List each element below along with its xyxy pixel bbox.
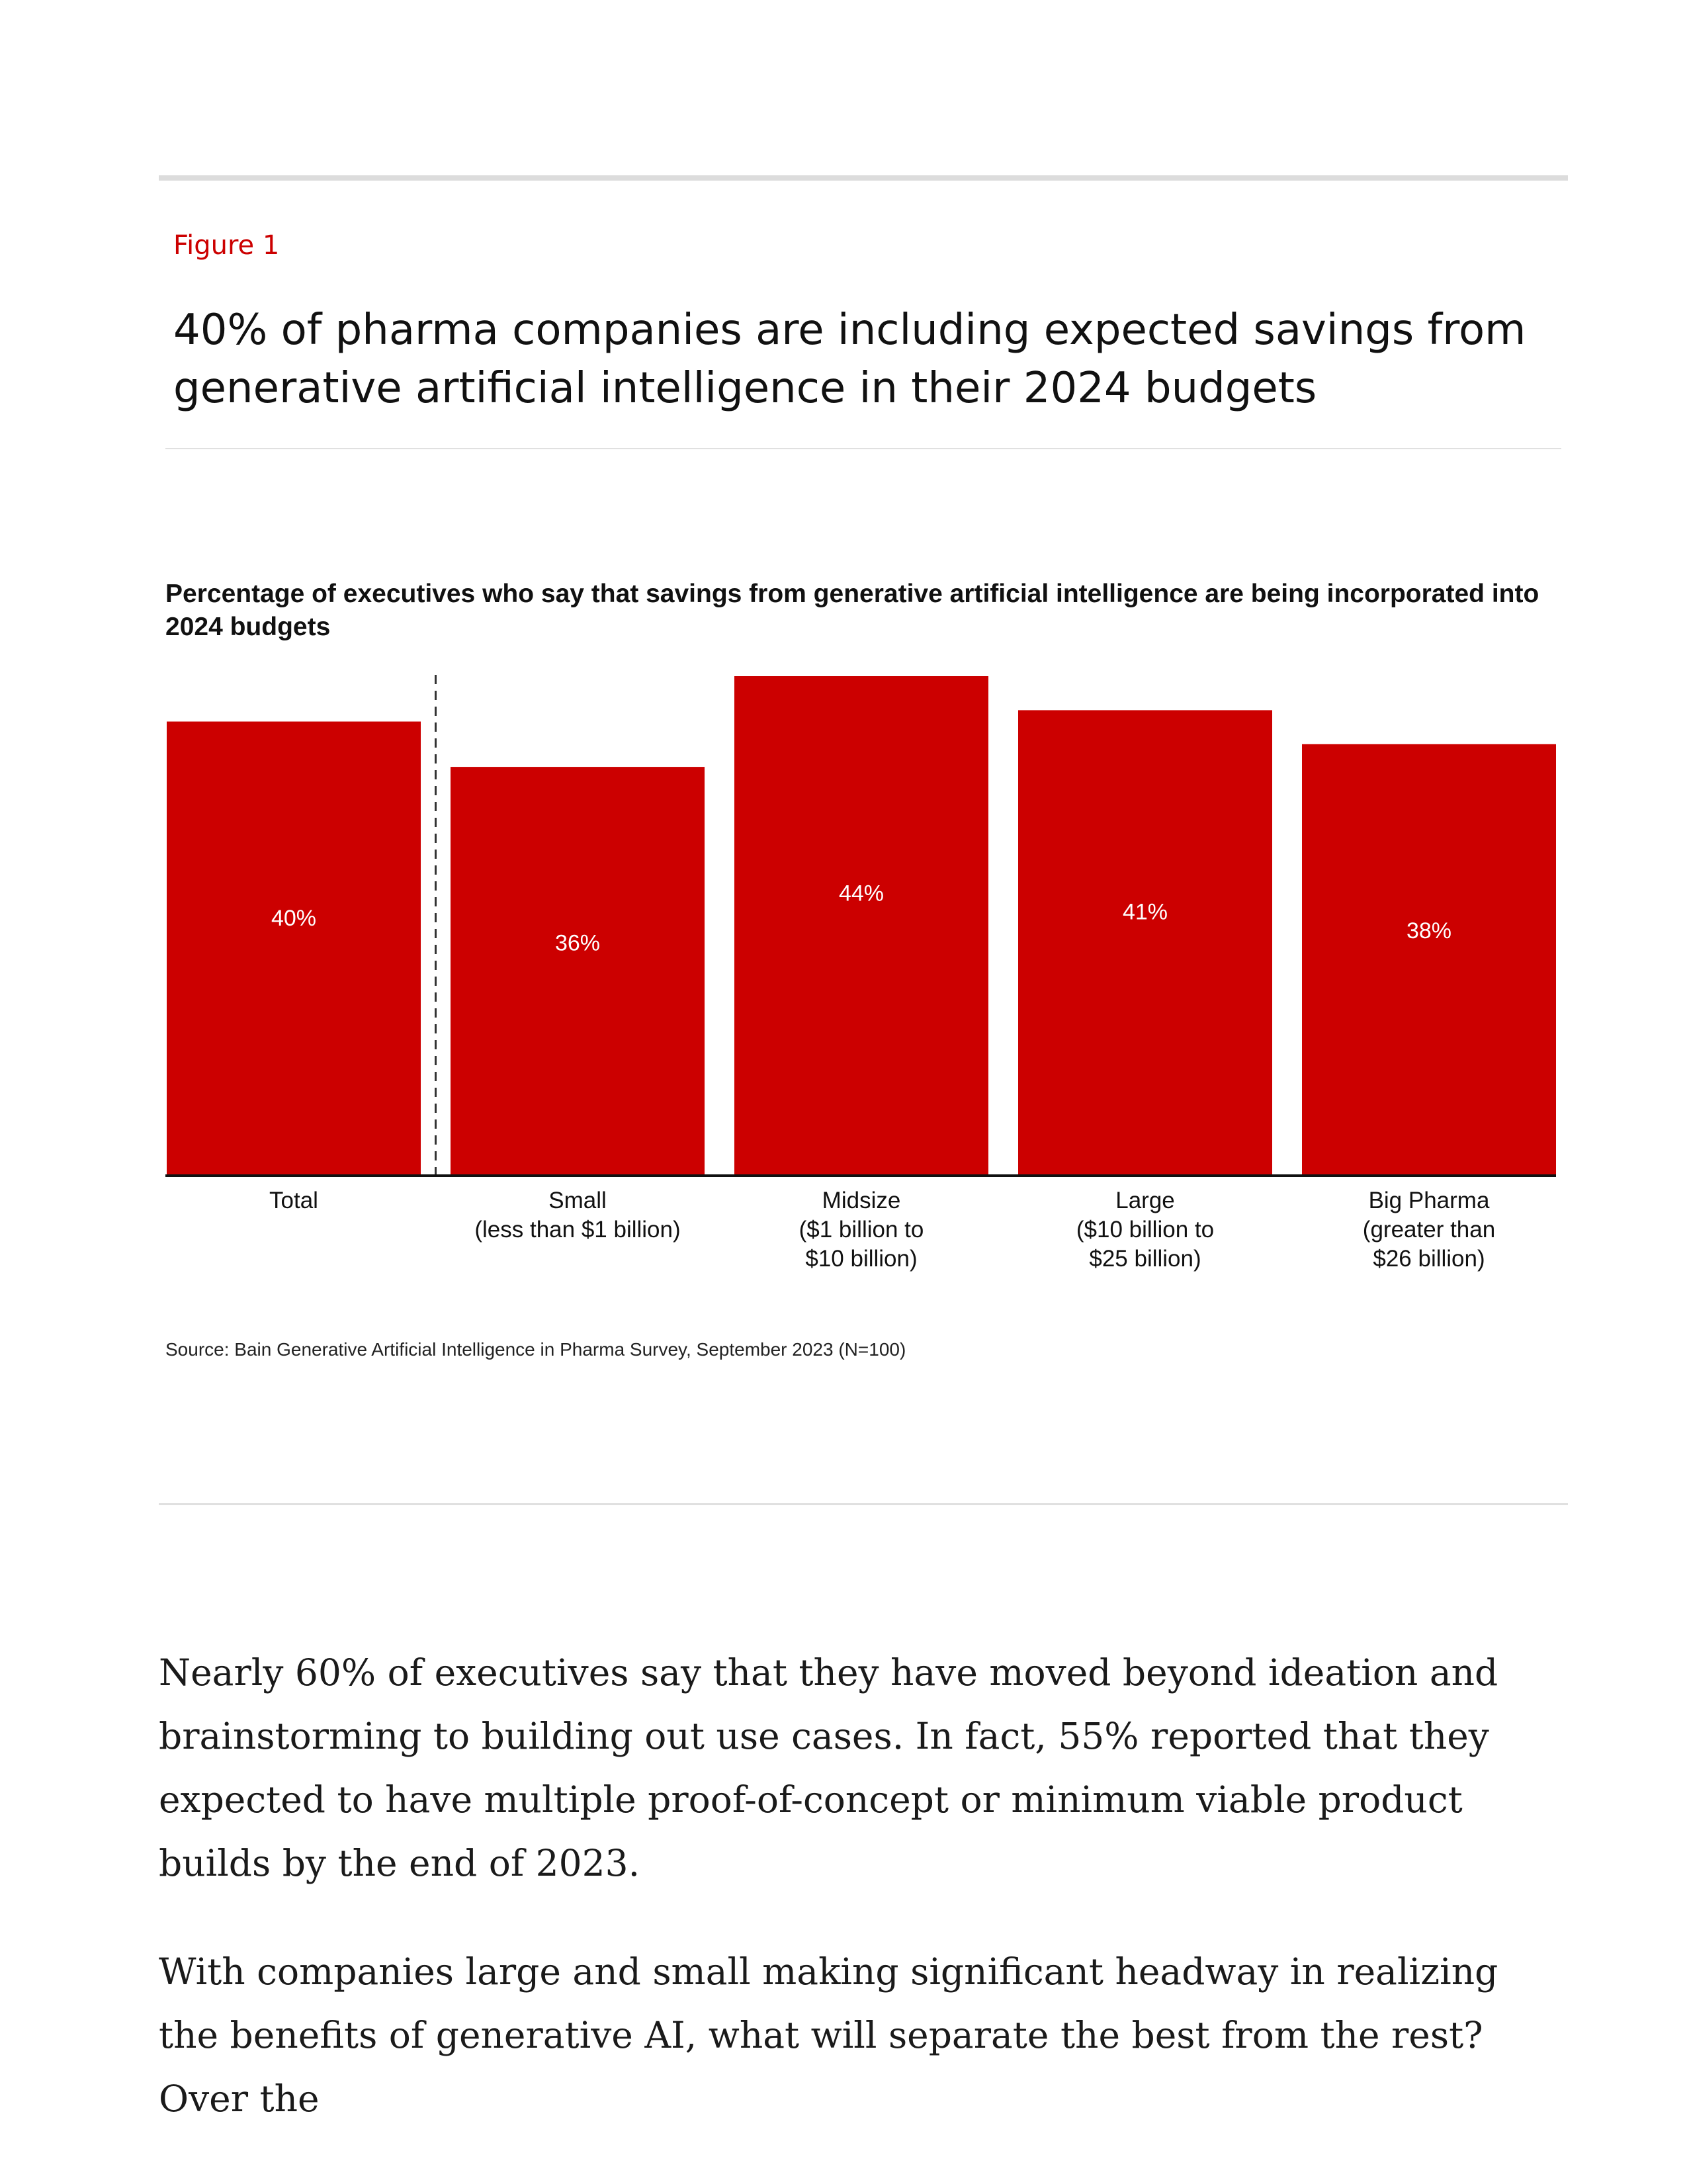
bar-4 — [1302, 744, 1556, 1175]
figure-label: Figure 1 — [173, 230, 280, 261]
category-label-3-0: Large — [1115, 1188, 1175, 1213]
chart-source: Source: Bain Generative Artificial Intel… — [165, 1339, 906, 1360]
body-paragraph-1: Nearly 60% of executives say that they h… — [159, 1651, 1498, 1884]
bar-value-label-3: 41% — [1123, 900, 1168, 925]
bar-value-label-2: 44% — [839, 881, 884, 906]
category-label-3-1: ($10 billion to — [1076, 1217, 1214, 1243]
category-label-4-0: Big Pharma — [1369, 1188, 1490, 1213]
bar-value-label-0: 40% — [271, 906, 316, 931]
category-label-0-0: Total — [269, 1188, 318, 1213]
title-divider — [165, 448, 1561, 449]
bar-0 — [167, 721, 421, 1175]
category-label-1-1: (less than $1 billion) — [474, 1217, 680, 1243]
category-label-4-2: $26 billion) — [1373, 1246, 1485, 1272]
category-label-1-0: Small — [548, 1188, 607, 1213]
body-paragraph-2: With companies large and small making si… — [159, 1950, 1498, 2120]
bar-2 — [734, 676, 988, 1175]
bar-3 — [1018, 710, 1272, 1175]
category-label-3-2: $25 billion) — [1089, 1246, 1201, 1272]
top-divider — [159, 175, 1568, 181]
bottom-divider — [159, 1503, 1568, 1505]
figure-title: 40% of pharma companies are including ex… — [173, 306, 1526, 413]
bar-value-label-1: 36% — [555, 931, 600, 956]
category-label-4-1: (greater than — [1363, 1217, 1495, 1243]
chart-title: Percentage of executives who say that sa… — [165, 580, 1539, 641]
category-label-2-1: ($1 billion to — [799, 1217, 924, 1243]
category-label-2-2: $10 billion) — [805, 1246, 917, 1272]
category-label-2-0: Midsize — [822, 1188, 901, 1213]
bar-1 — [451, 767, 705, 1175]
bar-value-label-4: 38% — [1406, 918, 1451, 943]
